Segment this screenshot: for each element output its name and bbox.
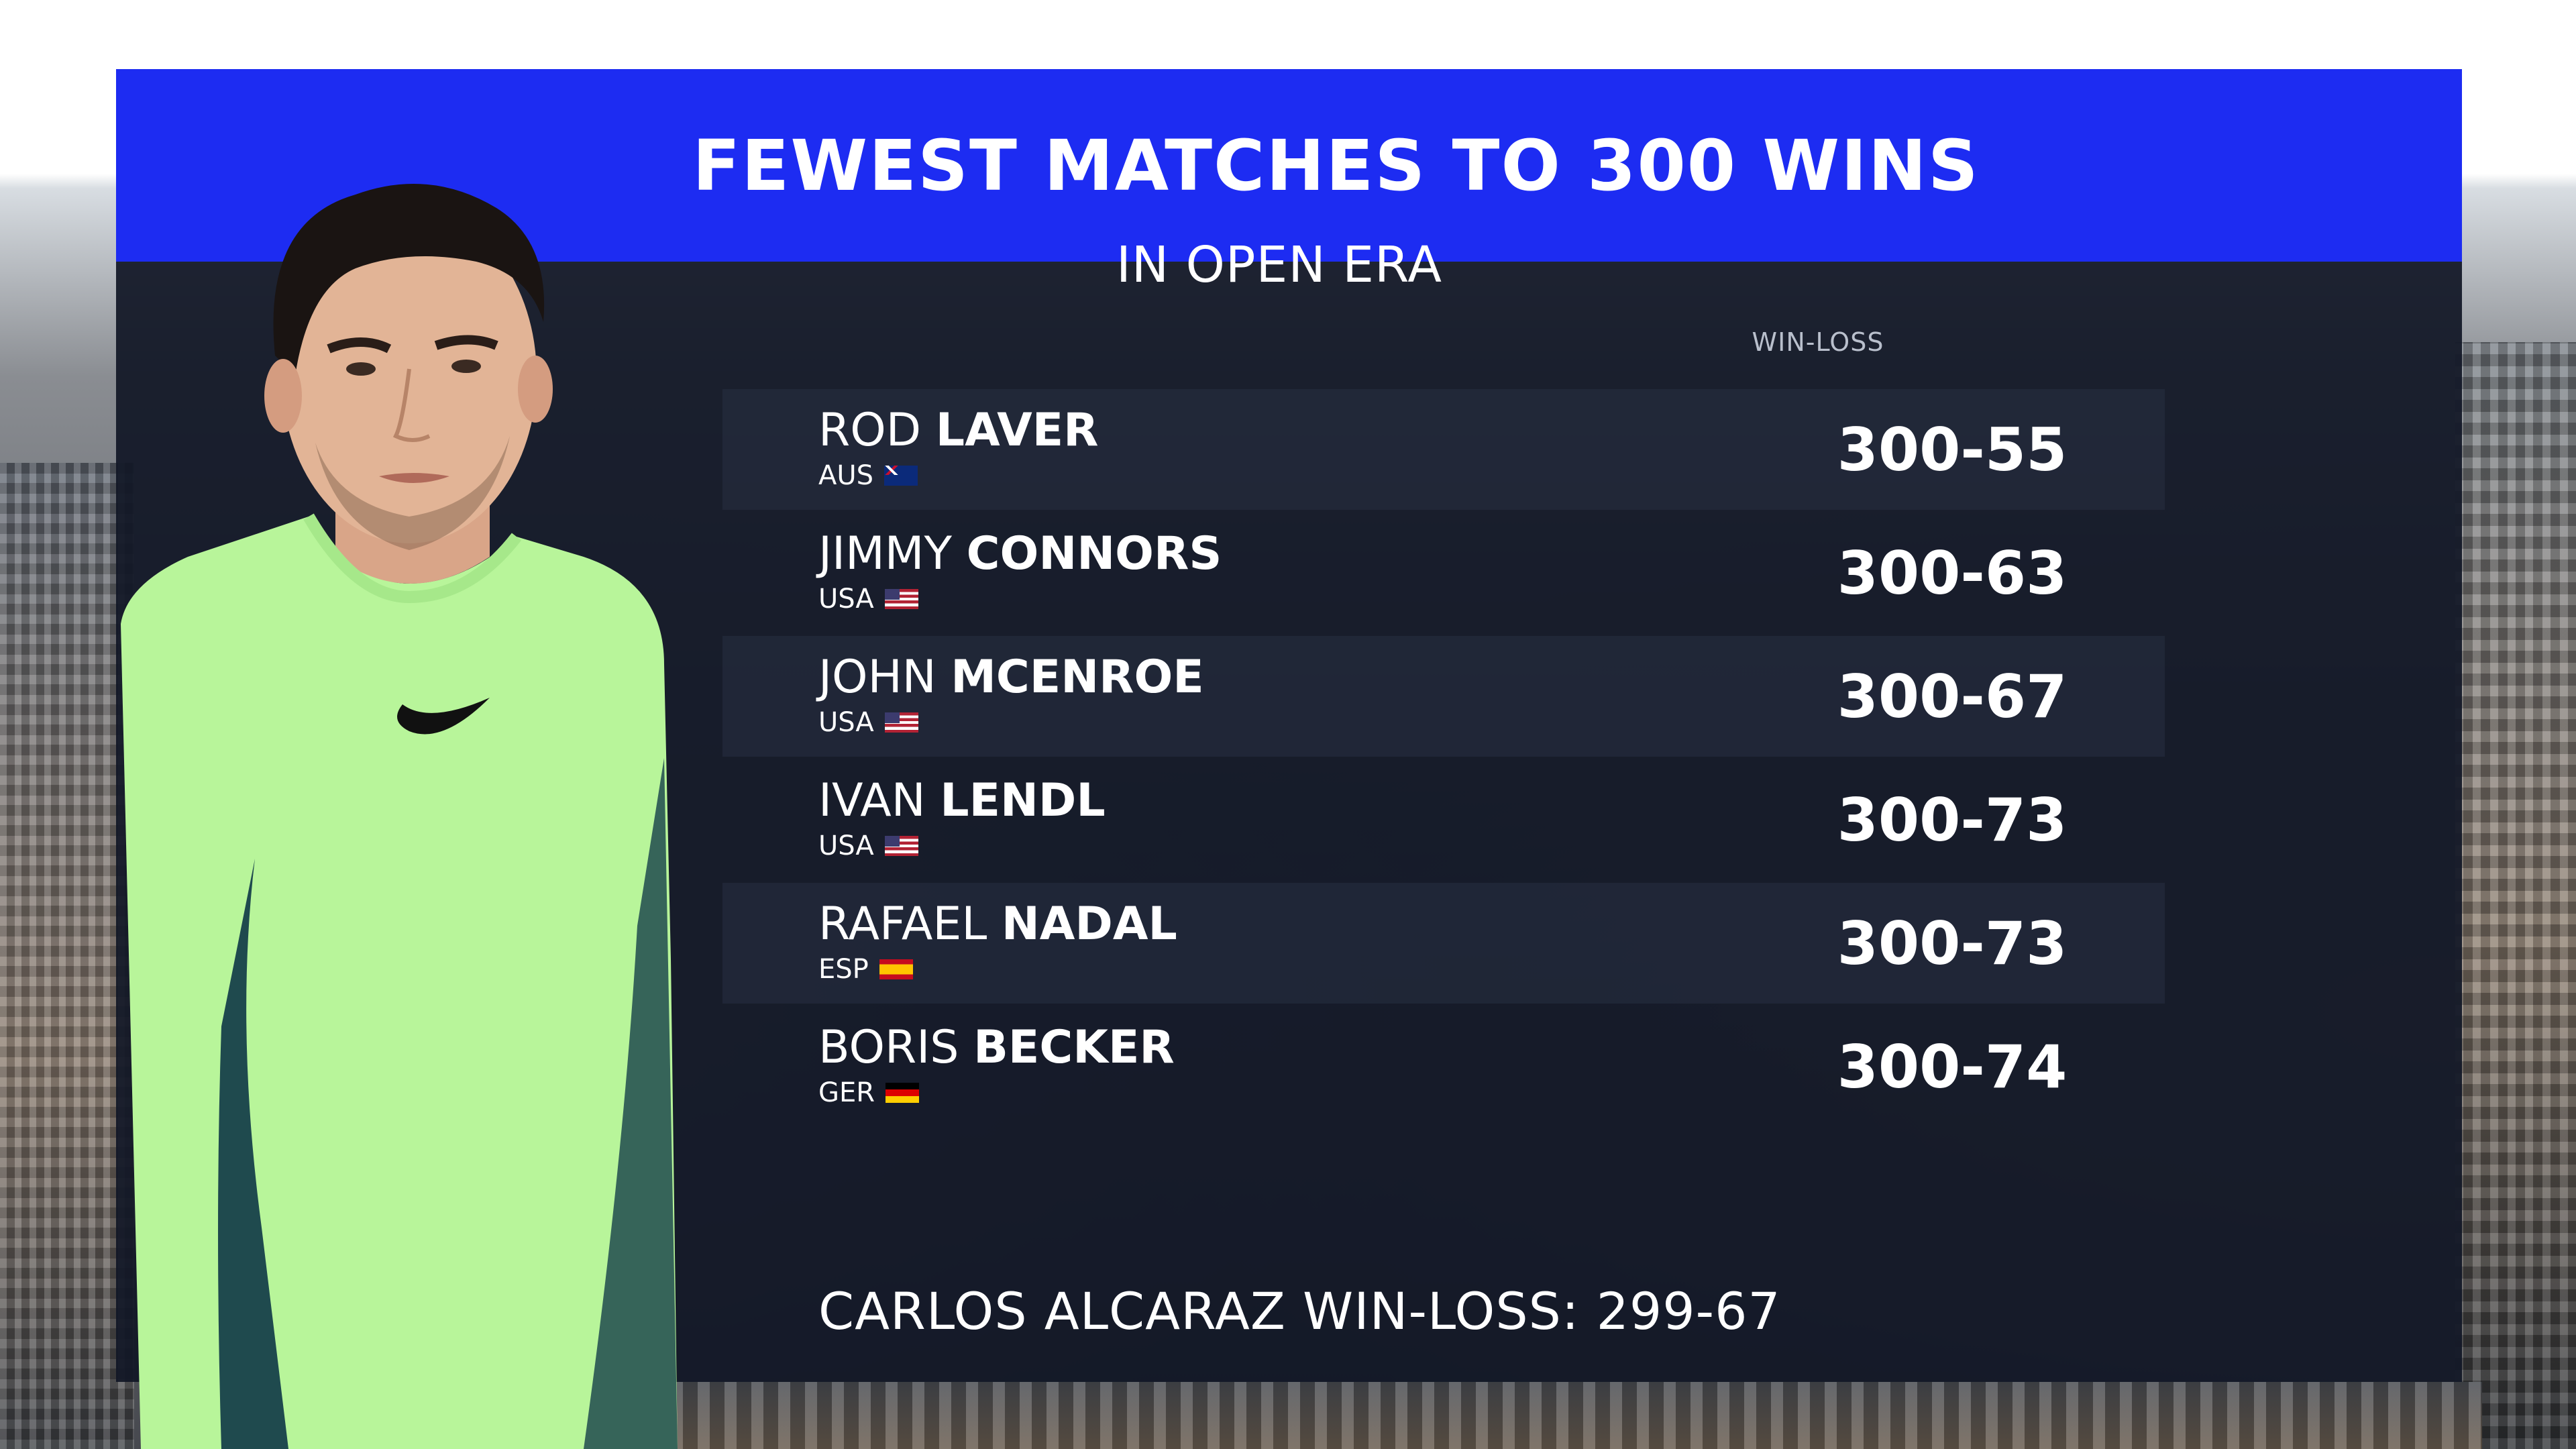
crowd-stand-left: [0, 463, 134, 1449]
country-code: USA: [818, 830, 874, 861]
ger-flag-icon: [885, 1083, 920, 1103]
usa-flag-icon: [884, 836, 918, 856]
player-country: USA: [818, 707, 918, 738]
first-name: ROD: [818, 404, 922, 457]
aus-flag-icon: [884, 466, 918, 486]
first-name: IVAN: [818, 774, 926, 827]
player-row: ROD LAVER AUS 300-55: [722, 389, 2165, 510]
win-loss-record: 300-55: [1837, 415, 2068, 484]
player-country: GER: [818, 1077, 920, 1108]
player-country: USA: [818, 830, 918, 861]
shirt-side-panel: [218, 859, 288, 1449]
last-name: CONNORS: [966, 527, 1222, 580]
player-row: RAFAEL NADAL ESP 300-73: [722, 883, 2165, 1004]
graphic-title: FEWEST MATCHES TO 300 WINS: [692, 124, 1980, 207]
player-name: JIMMY CONNORS: [818, 527, 1222, 581]
last-name: MCENROE: [951, 651, 1204, 704]
player-row: BORIS BECKER GER 300-74: [722, 1006, 2165, 1127]
country-code: USA: [818, 707, 874, 738]
player-row: JOHN MCENROE USA 300-67: [722, 636, 2165, 757]
nike-logo-icon: [397, 698, 490, 735]
hair: [273, 184, 545, 376]
player-country: AUS: [818, 460, 918, 491]
crowd-stand-bottom: [671, 1382, 2482, 1449]
win-loss-record: 300-74: [1837, 1032, 2068, 1102]
win-loss-record: 300-67: [1837, 661, 2068, 731]
last-name: LAVER: [935, 404, 1099, 457]
player-country: USA: [818, 584, 918, 614]
esp-flag-icon: [879, 959, 913, 979]
country-code: GER: [818, 1077, 875, 1108]
graphic-subtitle: IN OPEN ERA: [1116, 236, 1442, 294]
shirt: [121, 517, 678, 1449]
player-row: JIMMY CONNORS USA 300-63: [722, 513, 2165, 633]
player-list: ROD LAVER AUS 300-55 JIMMY CONNORS USA 3…: [722, 389, 2165, 1130]
alcaraz-record-footer: CARLOS ALCARAZ WIN-LOSS: 299-67: [818, 1281, 1781, 1341]
player-country: ESP: [818, 954, 913, 985]
player-name: IVAN LENDL: [818, 774, 1106, 828]
crowd-stand-right: [2455, 342, 2576, 1449]
last-name: NADAL: [1001, 898, 1177, 951]
win-loss-record: 300-73: [1837, 785, 2068, 855]
first-name: JOHN: [818, 651, 936, 704]
country-code: ESP: [818, 954, 869, 985]
win-loss-column-header: WIN-LOSS: [1752, 327, 1884, 357]
first-name: BORIS: [818, 1021, 959, 1074]
usa-flag-icon: [884, 589, 918, 609]
player-cutout: [121, 184, 678, 1449]
country-code: USA: [818, 584, 874, 614]
player-name: BORIS BECKER: [818, 1021, 1175, 1075]
usa-flag-icon: [884, 712, 918, 733]
player-row: IVAN LENDL USA 300-73: [722, 759, 2165, 880]
last-name: BECKER: [973, 1021, 1175, 1074]
first-name: RAFAEL: [818, 898, 987, 951]
player-name: RAFAEL NADAL: [818, 898, 1177, 951]
country-code: AUS: [818, 460, 874, 491]
player-name: ROD LAVER: [818, 404, 1099, 458]
player-name: JOHN MCENROE: [818, 651, 1204, 704]
first-name: JIMMY: [818, 527, 952, 580]
last-name: LENDL: [940, 774, 1106, 827]
win-loss-record: 300-73: [1837, 908, 2068, 978]
win-loss-record: 300-63: [1837, 538, 2068, 608]
